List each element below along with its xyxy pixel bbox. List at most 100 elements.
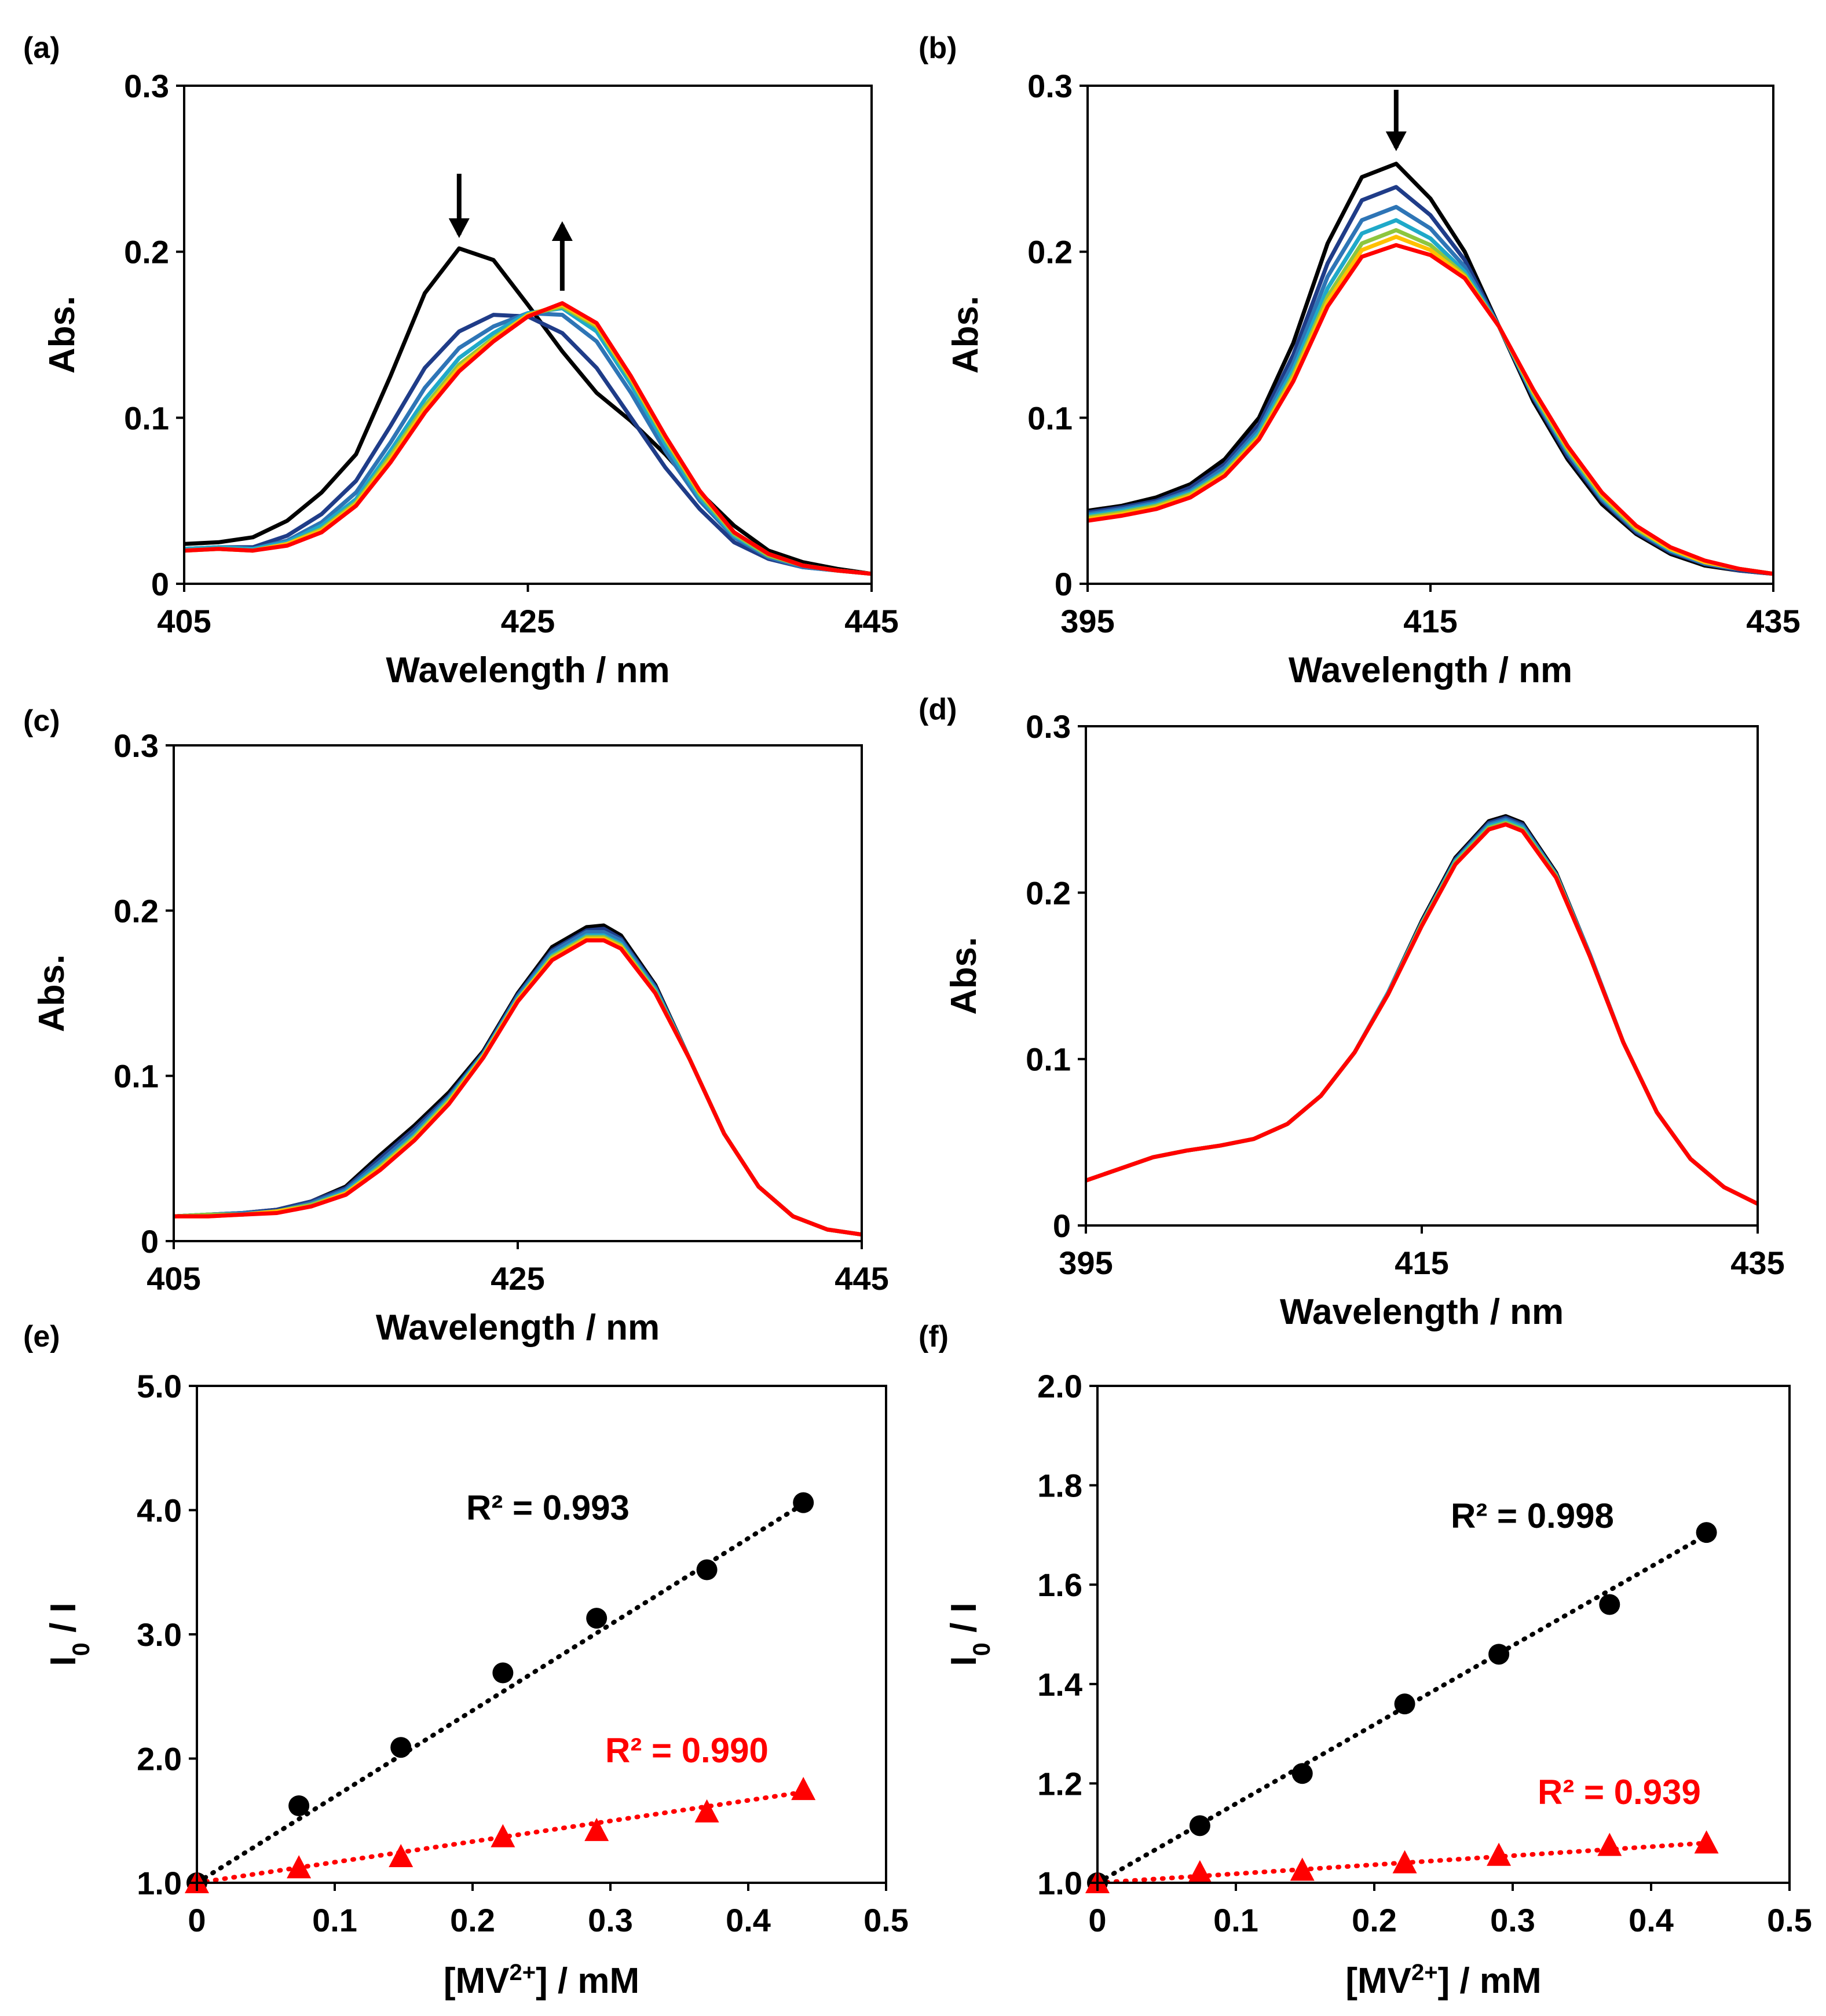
y-axis-title: I0 / I [944, 1602, 995, 1666]
panel-label: (b) [919, 31, 957, 65]
y-tick-label: 1.4 [1037, 1666, 1082, 1703]
x-tick-label: 0.1 [1213, 1902, 1258, 1938]
panel-d: (d) 0 0.1 0.2 0.3 395 415 435 Wavelength / nm Abs… [919, 693, 1785, 1332]
y-tick-label: 0 [141, 1223, 159, 1260]
y-tick-label: 0.1 [1026, 1041, 1071, 1078]
data-point-circle [696, 1559, 718, 1580]
x-axis-title: Wavelength / nm [1289, 650, 1572, 690]
x-axis-title: Wavelength / nm [376, 1308, 660, 1348]
arrow-up-icon [551, 221, 573, 241]
panel-c: (c) 0 0.1 0.2 0.3 405 425 445 Wavelength / nm Abs… [23, 704, 889, 1348]
arrow-down-icon [448, 218, 470, 238]
data-point-triangle [1597, 1832, 1622, 1856]
panel-label: (d) [919, 693, 957, 726]
plot-frame [1096, 1385, 1791, 1884]
y-tick-label: 0.3 [124, 68, 169, 104]
series-group [184, 246, 872, 576]
y-tick-label: 2.0 [1037, 1368, 1082, 1404]
spectrum-line-7 [184, 301, 872, 576]
data-point-triangle [491, 1824, 515, 1847]
y-tick-label: 0.2 [124, 234, 169, 270]
y-tick-label: 0.3 [114, 727, 159, 764]
y-tick-label: 0.1 [124, 400, 169, 436]
y-axis-title: Abs. [944, 937, 984, 1015]
series-group [1086, 814, 1758, 1206]
x-tick-label: 0 [1088, 1902, 1106, 1938]
data-point-circle [586, 1608, 608, 1629]
data-point-circle [1696, 1522, 1717, 1543]
y-tick-label: 1.8 [1037, 1468, 1082, 1504]
y-tick-label: 0.3 [1027, 68, 1073, 104]
panel-e: (e) 1.0 2.0 3.0 4.0 5.0 0 0.1 0.2 0.3 0.4 0.5 [MV2+]… [23, 1320, 909, 2001]
x-tick-label: 0.3 [588, 1902, 633, 1938]
x-axis-title: [MV2+] / mM [1345, 1960, 1541, 2001]
y-tick-label: 5.0 [137, 1368, 182, 1404]
x-axis-title: Wavelength / nm [386, 650, 669, 690]
arrow-down-icon [1385, 131, 1407, 151]
data-point-triangle [389, 1843, 413, 1867]
x-tick-label: 0.5 [1767, 1902, 1812, 1938]
y-axis-title: Abs. [42, 296, 82, 374]
y-tick-label: 1.6 [1037, 1567, 1082, 1603]
panel-a: (a) 0 0.1 0.2 0.3 405 425 445 Wavelength / nm Abs… [23, 31, 899, 690]
data-point-triangle [1487, 1842, 1512, 1866]
data-point-circle [288, 1795, 310, 1817]
y-tick-label: 0 [151, 566, 169, 602]
data-point-circle [793, 1492, 814, 1513]
y-axis-title: Abs. [32, 954, 72, 1032]
series-group [1088, 162, 1773, 576]
y-tick-label: 3.0 [137, 1616, 182, 1653]
data-point-triangle [1290, 1857, 1315, 1881]
x-tick-label: 0.4 [726, 1902, 771, 1938]
x-tick-label: 435 [1730, 1245, 1784, 1281]
x-tick-label: 395 [1060, 603, 1114, 639]
data-point-circle [390, 1737, 412, 1758]
y-tick-label: 0 [1055, 566, 1073, 602]
x-tick-label: 415 [1395, 1245, 1448, 1281]
x-tick-label: 0.5 [863, 1902, 909, 1938]
x-tick-label: 415 [1403, 603, 1457, 639]
spectrum-line-7 [174, 938, 862, 1237]
r-squared-label: R² = 0.939 [1538, 1773, 1701, 1812]
x-tick-label: 405 [157, 603, 211, 639]
r-squared-label: R² = 0.998 [1451, 1497, 1614, 1535]
y-tick-label: 0.2 [1026, 875, 1071, 911]
spectrum-line-1 [184, 246, 872, 576]
data-point-triangle [791, 1777, 816, 1801]
data-point-circle [1291, 1763, 1313, 1784]
x-axis-title: Wavelength / nm [1280, 1292, 1564, 1332]
series-group [174, 923, 862, 1237]
x-tick-label: 435 [1746, 603, 1800, 639]
y-tick-label: 2.0 [137, 1741, 182, 1777]
x-tick-label: 395 [1059, 1245, 1113, 1281]
panel-label: (a) [23, 31, 60, 65]
data-point-circle [1394, 1693, 1415, 1715]
data-point-triangle [287, 1855, 312, 1879]
y-tick-label: 1.2 [1037, 1765, 1082, 1802]
y-tick-label: 0.2 [114, 892, 159, 929]
x-tick-label: 0.1 [312, 1902, 357, 1938]
x-axis-title: [MV2+] / mM [444, 1960, 639, 2001]
panel-f: (f) 1.0 1.2 1.4 1.6 1.8 2.0 0 0.1 0.2 0.3 0.4 0.5 [MV… [919, 1320, 1812, 2001]
y-tick-label: 0.3 [1026, 708, 1071, 745]
data-point-circle [492, 1662, 514, 1684]
x-tick-label: 445 [835, 1260, 888, 1297]
x-tick-label: 405 [147, 1260, 200, 1297]
panel-label: (e) [23, 1320, 60, 1353]
y-tick-label: 1.0 [137, 1865, 182, 1901]
y-tick-label: 4.0 [137, 1492, 182, 1529]
x-tick-label: 0.2 [450, 1902, 495, 1938]
y-tick-label: 1.0 [1037, 1865, 1082, 1901]
spectrum-line-7 [1088, 243, 1773, 576]
data-point-triangle [1187, 1860, 1212, 1883]
y-axis-title: Abs. [946, 296, 986, 374]
data-point-circle [1189, 1815, 1210, 1836]
x-tick-label: 425 [491, 1260, 544, 1297]
y-tick-label: 0.1 [114, 1058, 159, 1095]
y-tick-label: 0.1 [1027, 400, 1073, 436]
r-squared-label: R² = 0.990 [605, 1731, 769, 1770]
data-point-triangle [694, 1799, 719, 1823]
panel-label: (c) [23, 704, 60, 738]
data-point-triangle [1392, 1850, 1417, 1874]
